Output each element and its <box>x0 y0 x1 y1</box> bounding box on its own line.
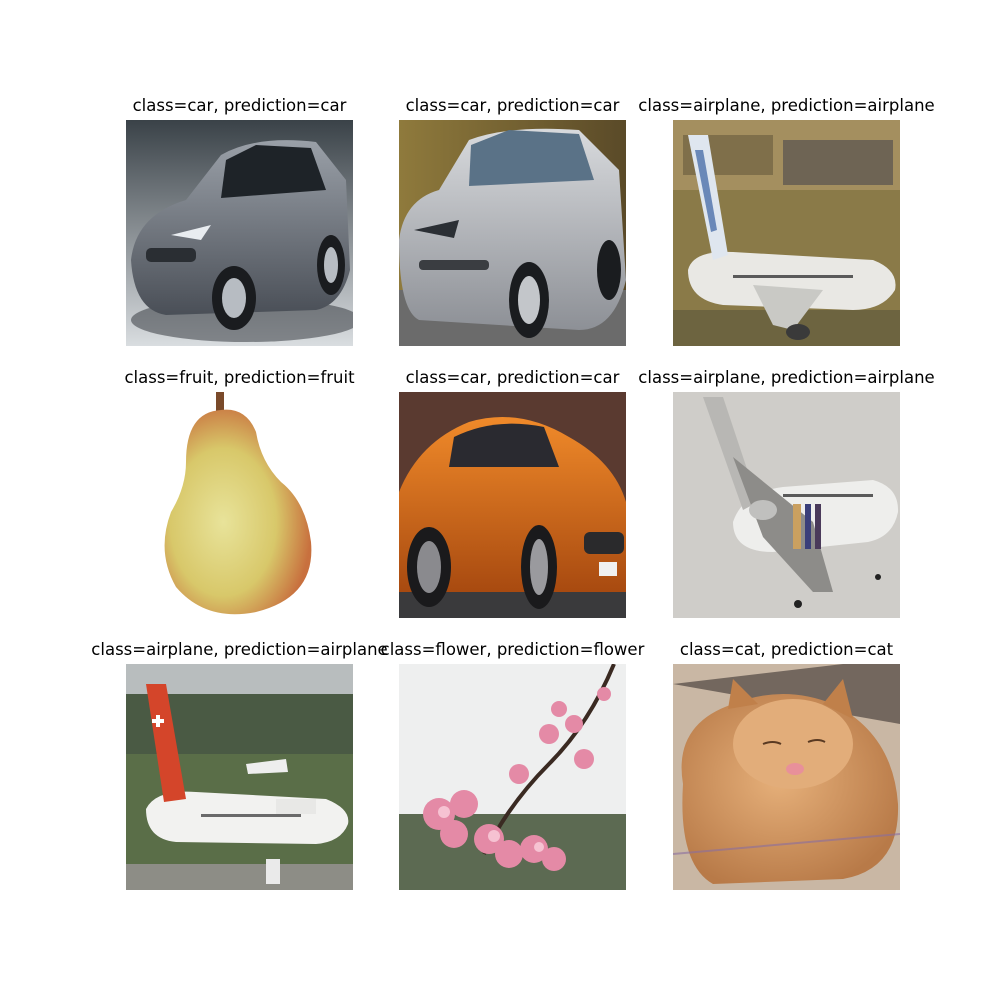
cell-title: class=car, prediction=car <box>405 368 620 387</box>
cell-title: class=car, prediction=car <box>405 96 620 115</box>
cherry-blossom-branch-photo <box>399 664 626 890</box>
cell-title: class=cat, prediction=cat <box>679 640 894 659</box>
orange-cat-photo <box>673 664 900 890</box>
silver-sedan-car-photo <box>126 120 353 346</box>
airliner-on-runway-photo <box>673 120 900 346</box>
cell-title: class=airplane, prediction=airplane <box>638 368 935 387</box>
orange-sports-car-photo <box>399 392 626 618</box>
cell-title: class=airplane, prediction=airplane <box>638 96 935 115</box>
cell-title: class=airplane, prediction=airplane <box>91 640 388 659</box>
swissair-airliner-photo <box>126 664 353 890</box>
cell-title: class=fruit, prediction=fruit <box>124 368 355 387</box>
cell-title: class=flower, prediction=flower <box>380 640 645 659</box>
airliner-in-flight-photo <box>673 392 900 618</box>
cell-title: class=car, prediction=car <box>132 96 347 115</box>
pear-photo <box>126 392 353 618</box>
silver-car-photo <box>399 120 626 346</box>
